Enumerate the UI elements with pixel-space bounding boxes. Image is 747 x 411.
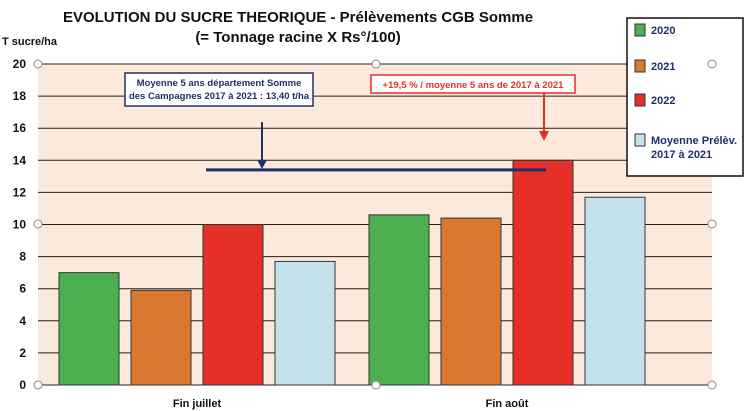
- chart-title: EVOLUTION DU SUCRE THEORIQUE - Prélèveme…: [63, 9, 533, 26]
- category-labels: Fin juillet Fin août: [173, 398, 529, 410]
- y-tick-label: 6: [19, 282, 26, 296]
- annotation-text: des Campagnes 2017 à 2021 : 13,40 t/ha: [129, 91, 310, 102]
- reference-line-group: [206, 93, 549, 172]
- bar-2020-fin-aout: [368, 214, 430, 386]
- annotation-arrowhead: [257, 159, 267, 169]
- selection-handle: [33, 380, 43, 390]
- annotation-box-increase: [370, 74, 576, 94]
- y-tick-label: 8: [19, 250, 26, 264]
- y-tick-label: 2: [19, 346, 26, 360]
- y-tick-label: 20: [13, 57, 27, 71]
- annotation-arrowhead: [539, 131, 549, 141]
- category-label: Fin juillet: [173, 398, 222, 410]
- legend-swatch: [634, 59, 646, 73]
- y-tick-label: 10: [13, 218, 27, 232]
- legend-label: Moyenne Prélèv.: [651, 135, 737, 147]
- legend-label: 2017 à 2021: [651, 149, 712, 161]
- selection-handle: [707, 380, 717, 390]
- legend-box: [626, 17, 744, 177]
- bar-2021-fin-juillet: [130, 289, 192, 386]
- y-tick-label: 4: [19, 314, 26, 328]
- legend: 2020 2021 2022 Moyenne Prélèv. 2017 à 2021: [626, 17, 744, 177]
- legend-label: 2020: [651, 25, 675, 37]
- legend-swatch: [634, 93, 646, 107]
- selection-handle: [707, 59, 717, 69]
- selection-handle: [371, 59, 381, 69]
- bar-2021-fin-aout: [440, 217, 502, 386]
- annotation-text: Moyenne 5 ans département Somme: [137, 78, 302, 89]
- legend-swatch: [634, 23, 646, 37]
- bar-moyenne-fin-aout: [584, 196, 646, 386]
- chart-subtitle: (= Tonnage racine X Rs°/100): [195, 29, 400, 46]
- bars: [58, 159, 646, 386]
- y-tick-label: 18: [13, 89, 27, 103]
- y-axis-label: T sucre/ha: [2, 36, 58, 48]
- legend-swatch: [634, 133, 646, 147]
- bar-2022-fin-aout: [512, 159, 574, 386]
- bar-2020-fin-juillet: [58, 272, 120, 386]
- bar-moyenne-fin-juillet: [274, 260, 336, 386]
- y-tick-label: 14: [13, 153, 27, 167]
- y-tick-label: 0: [19, 378, 26, 392]
- selection-handles: [33, 59, 717, 390]
- annotation-text: +19,5 % / moyenne 5 ans de 2017 à 2021: [383, 80, 565, 91]
- y-tick-label: 16: [13, 121, 27, 135]
- selection-handle: [33, 219, 43, 229]
- bar-2022-fin-juillet: [202, 224, 264, 386]
- selection-handle: [371, 380, 381, 390]
- annotation-box-average: [124, 72, 314, 107]
- y-tick-label: 12: [13, 185, 27, 199]
- category-label: Fin août: [486, 398, 529, 410]
- legend-label: 2021: [651, 61, 675, 73]
- annotations: Moyenne 5 ans département Somme des Campa…: [124, 72, 576, 107]
- legend-label: 2022: [651, 95, 675, 107]
- y-tick-labels: 0 2 4 6 8 10 12 14 16 18 20: [13, 57, 27, 392]
- selection-handle: [707, 219, 717, 229]
- selection-handle: [33, 59, 43, 69]
